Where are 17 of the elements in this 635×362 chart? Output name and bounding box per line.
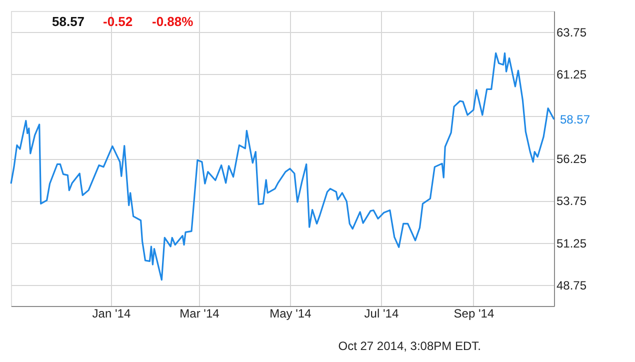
annotation: -0.88% [152,14,194,29]
line-series [10,52,555,281]
y-tick-label: 48.75 [556,278,587,292]
x-tick-label: Jan '14 [92,306,131,320]
annotation: 58.57 [52,14,85,29]
x-tick-label: Jul '14 [364,306,399,320]
annotation: 58.57 [560,112,590,126]
y-tick-label: 63.75 [556,26,587,40]
x-tick-label: May '14 [270,306,312,320]
y-tick-label: 53.75 [556,194,587,208]
annotation: -0.52 [103,14,133,29]
y-tick-label: 61.25 [556,68,587,82]
y-tick-label: 51.25 [556,236,587,250]
text: Oct 27 2014, 3:08PM EDT. [338,339,481,353]
x-tick-label: Sep '14 [454,306,494,320]
x-tick-label: Mar '14 [180,306,220,320]
y-tick-label: 56.25 [556,152,587,166]
